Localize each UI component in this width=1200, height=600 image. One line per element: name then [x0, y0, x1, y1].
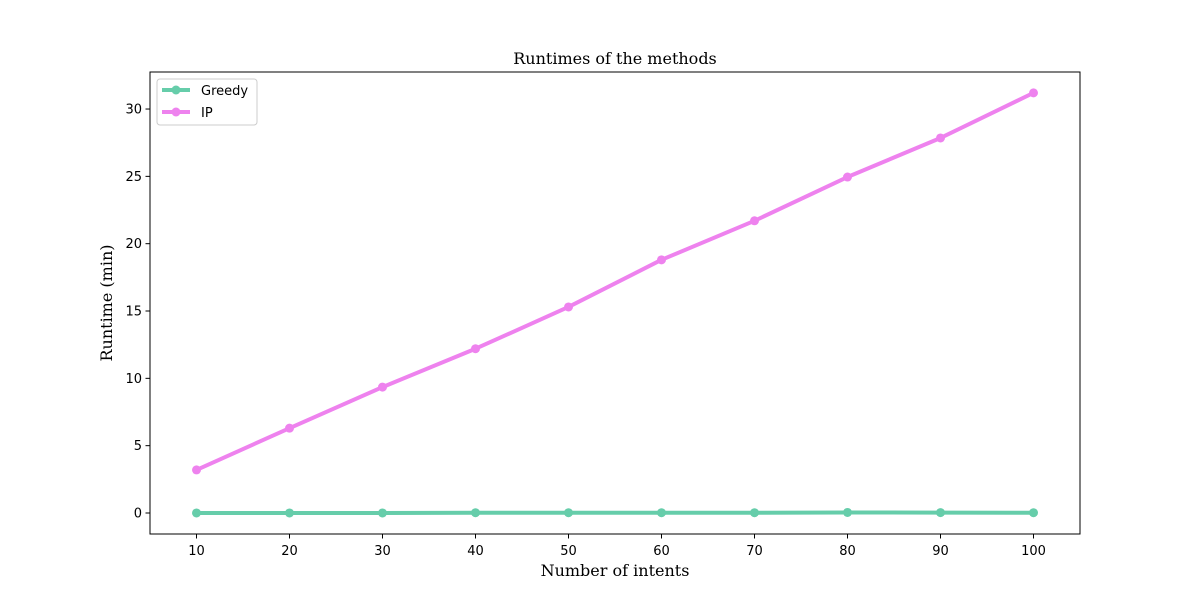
chart-title: Runtimes of the methods — [513, 49, 717, 68]
legend-item-ip: IP — [162, 106, 213, 121]
y-tick-label: 20 — [125, 237, 142, 252]
ticks-layer: 10 20 30 40 50 60 70 80 90 100 0 5 10 15 20 25 30 — [125, 103, 1045, 559]
x-tick-label: 90 — [932, 544, 949, 559]
legend-label-greedy: Greedy — [201, 84, 248, 99]
data-point-ip — [750, 216, 759, 226]
x-tick-label: 30 — [374, 544, 391, 559]
y-tick-label: 10 — [125, 372, 142, 387]
data-point-ip — [378, 382, 387, 392]
y-tick-label: 30 — [125, 103, 142, 118]
series-line-ip — [194, 90, 1036, 472]
x-tick-label: 100 — [1021, 544, 1046, 559]
legend-item-greedy: Greedy — [162, 84, 248, 99]
legend-marker-ip — [171, 107, 181, 117]
data-point-ip — [657, 255, 666, 265]
x-axis-label: Number of intents — [541, 561, 690, 580]
x-tick-label: 20 — [281, 544, 298, 559]
data-point-greedy — [564, 508, 573, 518]
data-point-greedy — [471, 508, 480, 518]
data-point-greedy — [843, 507, 852, 517]
plot-frame — [149, 71, 1081, 535]
data-point-greedy — [657, 508, 666, 518]
legend-label-ip: IP — [201, 106, 213, 121]
x-tick-label: 50 — [560, 544, 577, 559]
data-point-ip — [843, 172, 852, 182]
legend: Greedy IP — [156, 78, 258, 126]
x-tick-label: 70 — [746, 544, 763, 559]
y-axis-label: Runtime (min) — [97, 244, 116, 361]
legend-marker-greedy — [171, 85, 181, 95]
y-tick-label: 0 — [134, 506, 142, 521]
data-point-ip — [471, 344, 480, 354]
y-tick-label: 15 — [125, 305, 142, 320]
series-layer — [192, 88, 1038, 518]
data-point-ip — [564, 302, 573, 312]
x-tick-label: 80 — [839, 544, 856, 559]
data-point-ip — [285, 423, 294, 433]
data-point-ip — [1029, 88, 1038, 98]
y-tick-label: 25 — [125, 170, 142, 185]
data-point-greedy — [1029, 508, 1038, 518]
data-point-greedy — [192, 508, 201, 518]
data-point-ip — [936, 133, 945, 143]
series-line-greedy — [194, 510, 1036, 515]
x-tick-label: 40 — [467, 544, 484, 559]
data-point-greedy — [936, 508, 945, 518]
data-point-greedy — [378, 508, 387, 518]
data-point-greedy — [750, 508, 759, 518]
x-tick-label: 10 — [188, 544, 205, 559]
data-point-greedy — [285, 508, 294, 518]
x-tick-label: 60 — [653, 544, 670, 559]
y-tick-label: 5 — [134, 439, 142, 454]
data-point-ip — [192, 465, 201, 475]
